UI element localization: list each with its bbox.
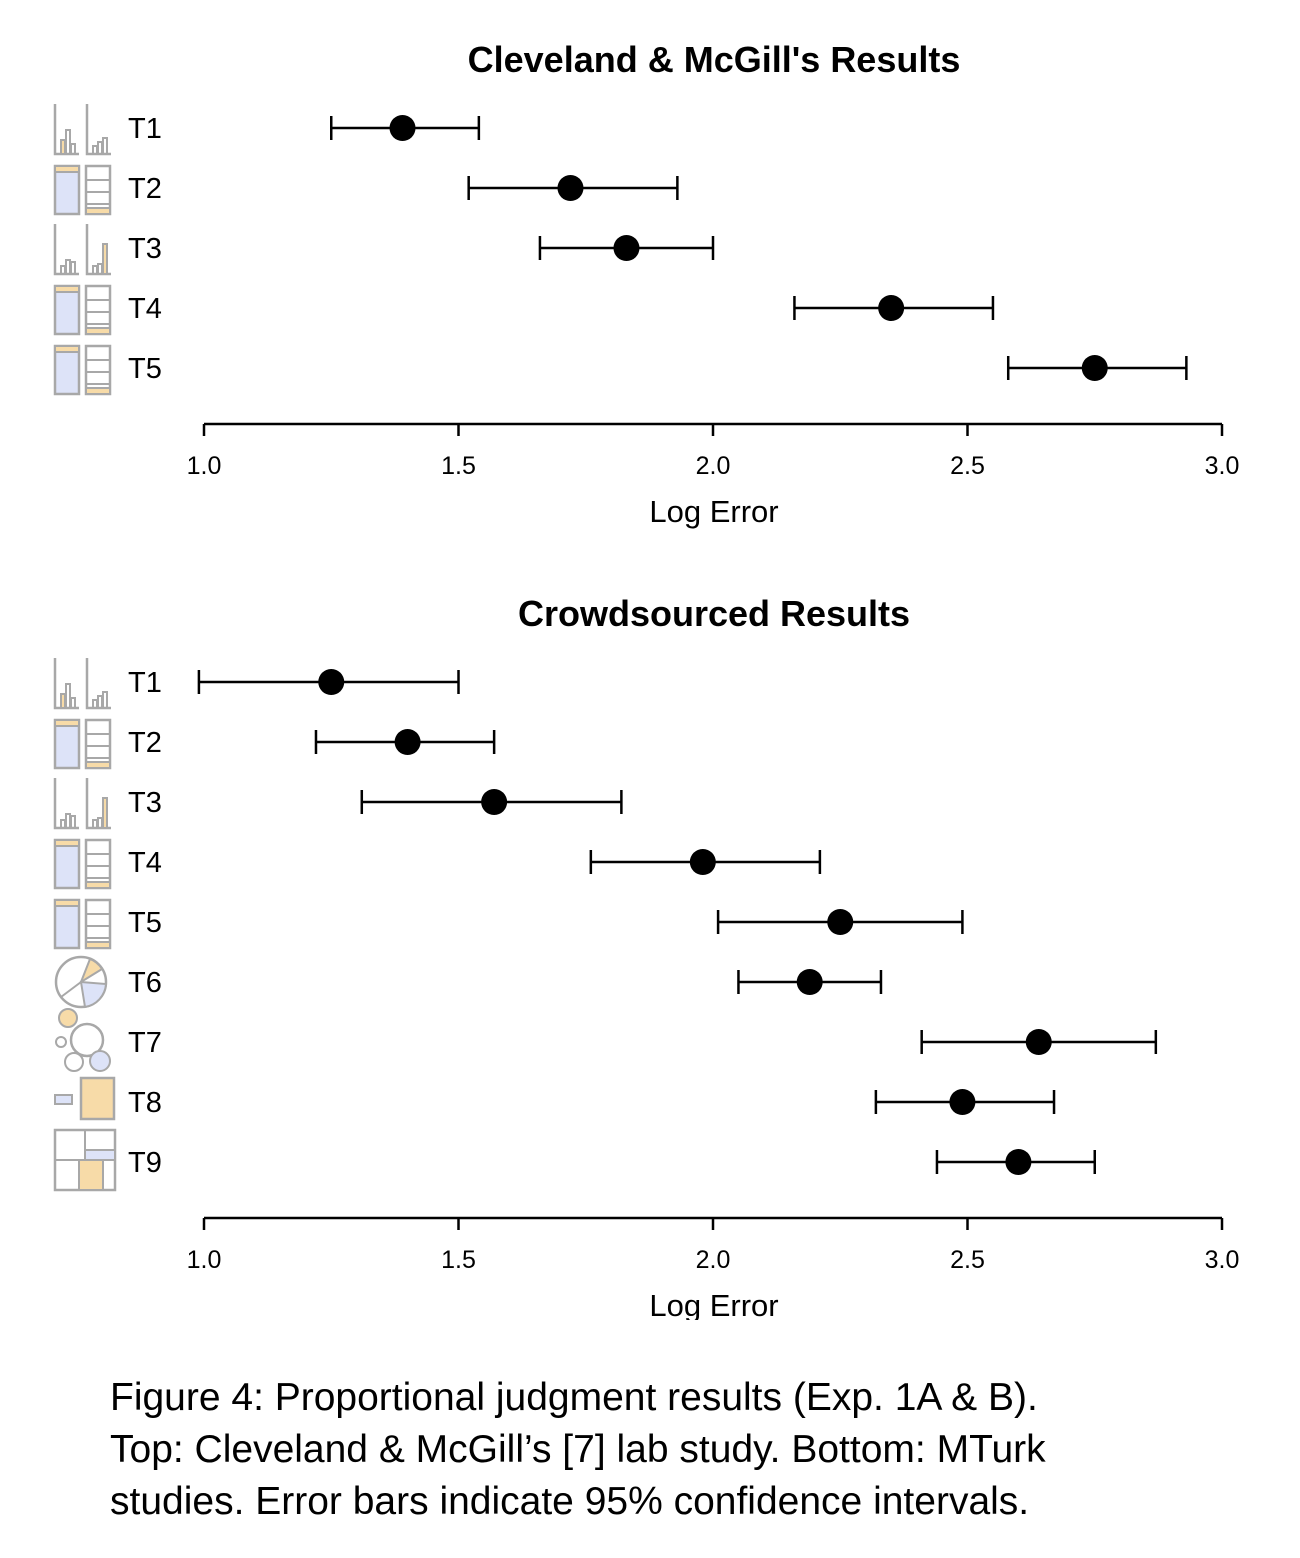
data-row-t5: T5 [53, 344, 1188, 396]
bubble-chart-icon [55, 1008, 111, 1072]
x-axis-label: Log Error [649, 494, 778, 529]
data-row-t2: T2 [53, 164, 679, 216]
mean-point [1005, 1149, 1032, 1175]
caption-line-2: Top: Cleveland & McGill’s [7] lab study.… [110, 1428, 1046, 1471]
x-tick-label: 3.0 [1205, 452, 1240, 480]
stacked-bar-chart-icon [53, 718, 112, 770]
x-tick-label: 2.5 [950, 452, 985, 480]
mean-point [318, 669, 345, 695]
row-label: T6 [128, 967, 162, 999]
x-tick-label: 1.5 [441, 452, 476, 480]
x-tick-label: 2.0 [696, 452, 731, 480]
x-tick-label: 2.5 [950, 1246, 985, 1274]
row-label: T9 [128, 1147, 162, 1179]
grouped-bar-chart-icon [53, 658, 111, 710]
caption-line-3: studies. Error bars indicate 95% confide… [110, 1480, 1030, 1523]
divided-bar-chart-icon [53, 778, 111, 830]
data-row-t9: T9 [53, 1128, 1096, 1192]
row-label: T7 [128, 1027, 162, 1059]
mean-point [394, 729, 421, 755]
mean-point [827, 909, 854, 935]
mean-point [1025, 1029, 1052, 1055]
mean-point [389, 115, 416, 141]
divided-bar-chart-icon [53, 224, 111, 276]
stacked-bar-chart-icon [53, 284, 112, 336]
mean-point [949, 1089, 976, 1115]
stacked-bar-chart-icon [53, 838, 112, 890]
row-label: T3 [128, 787, 162, 819]
figure: Cleveland & McGill's Results T1 T2 T3 T4 T5 1.… [53, 39, 1240, 1320]
row-label: T5 [128, 907, 162, 939]
row-label: T2 [128, 173, 162, 205]
x-axis-label: Log Error [649, 1288, 778, 1320]
crowdsourced-panel: Crowdsourced Results T1 T2 T3 T4 T5 T6 T7 T8 T9 1.… [53, 593, 1240, 1320]
data-row-t1: T1 [53, 658, 460, 710]
mean-point [878, 295, 905, 321]
mean-point [613, 235, 640, 261]
mean-point [481, 789, 508, 815]
pie-chart-icon [54, 955, 108, 1009]
x-axis: 1.0 1.5 2.0 2.5 3.0 Log Error [187, 1216, 1240, 1320]
mean-point [689, 849, 716, 875]
row-label: T1 [128, 113, 162, 145]
data-row-t4: T4 [53, 284, 995, 336]
row-label: T3 [128, 233, 162, 265]
data-row-t2: T2 [53, 718, 496, 770]
chart-title: Crowdsourced Results [518, 593, 910, 634]
row-label: T5 [128, 353, 162, 385]
data-row-t8: T8 [54, 1076, 1056, 1121]
data-row-t4: T4 [53, 838, 822, 890]
mean-point [796, 969, 823, 995]
data-row-t7: T7 [55, 1008, 1158, 1072]
data-row-t3: T3 [53, 778, 623, 830]
data-row-t5: T5 [53, 898, 964, 950]
caption-line-1: Figure 4: Proportional judgment results … [110, 1376, 1038, 1419]
stacked-bar-chart-icon [53, 898, 112, 950]
cleveland-mcgill-panel: Cleveland & McGill's Results T1 T2 T3 T4 T5 1.… [53, 39, 1240, 529]
treemap-icon [53, 1128, 117, 1192]
figure-caption: Figure 4: Proportional judgment results … [110, 1372, 1250, 1528]
mean-point [557, 175, 584, 201]
mean-point [1081, 355, 1108, 381]
stacked-bar-chart-icon [53, 164, 112, 216]
area-comparison-icon [54, 1076, 116, 1121]
row-label: T4 [128, 847, 162, 879]
row-label: T4 [128, 293, 162, 325]
x-tick-label: 2.0 [696, 1246, 731, 1274]
x-tick-label: 1.0 [187, 1246, 222, 1274]
x-tick-label: 1.0 [187, 452, 222, 480]
row-label: T2 [128, 727, 162, 759]
row-label: T1 [128, 667, 162, 699]
data-row-t6: T6 [54, 955, 883, 1009]
x-axis: 1.0 1.5 2.0 2.5 3.0 Log Error [187, 422, 1240, 529]
x-tick-label: 3.0 [1205, 1246, 1240, 1274]
data-row-t3: T3 [53, 224, 715, 276]
stacked-bar-chart-icon [53, 344, 112, 396]
x-tick-label: 1.5 [441, 1246, 476, 1274]
chart-title: Cleveland & McGill's Results [468, 39, 961, 80]
grouped-bar-chart-icon [53, 104, 111, 156]
data-row-t1: T1 [53, 104, 481, 156]
row-label: T8 [128, 1087, 162, 1119]
